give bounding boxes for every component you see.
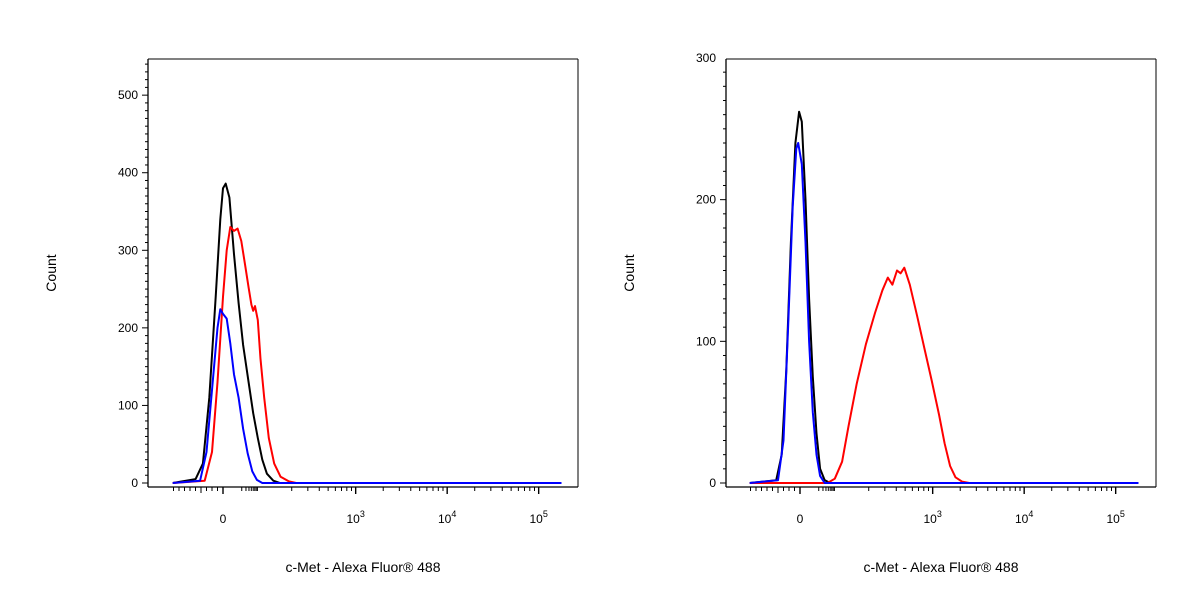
- y-tick-label: 200: [696, 193, 716, 207]
- histogram-series-line: [749, 142, 1139, 484]
- histogram-series-line: [172, 182, 562, 484]
- x-tick-label: 103: [923, 509, 941, 526]
- y-tick-label: 0: [709, 476, 716, 490]
- y-axis-title: Count: [621, 254, 637, 291]
- y-tick-label: 100: [696, 334, 716, 348]
- y-tick-label: 0: [131, 476, 138, 490]
- chart-panel-1: 0 100 200 300 400 500 0 103 104 105 c-Met - Alexa …: [43, 58, 579, 575]
- x-tick-label: 0: [797, 512, 804, 526]
- histogram-series-line: [172, 308, 562, 484]
- x-axis-title: c-Met - Alexa Fluor® 488: [285, 559, 440, 575]
- y-tick-label: 300: [696, 51, 716, 65]
- x-axis-title: c-Met - Alexa Fluor® 488: [863, 559, 1018, 575]
- histogram-series-line: [749, 266, 1139, 484]
- x-tick-label: 104: [438, 509, 456, 526]
- chart-panel-2: 0 100 200 300 0 103 104 105 c-Met - Alexa Fluor®…: [621, 51, 1157, 575]
- y-tick-label: 100: [118, 398, 138, 412]
- y-tick-label: 500: [118, 88, 138, 102]
- x-tick-label: 105: [1106, 509, 1124, 526]
- x-tick-label: 103: [346, 509, 364, 526]
- y-tick-label: 300: [118, 243, 138, 257]
- x-tick-label: 105: [529, 509, 547, 526]
- x-tick-label: 104: [1015, 509, 1033, 526]
- y-axis-title: Count: [43, 254, 59, 291]
- y-tick-label: 400: [118, 166, 138, 180]
- y-tick-label: 200: [118, 321, 138, 335]
- x-tick-label: 0: [220, 512, 227, 526]
